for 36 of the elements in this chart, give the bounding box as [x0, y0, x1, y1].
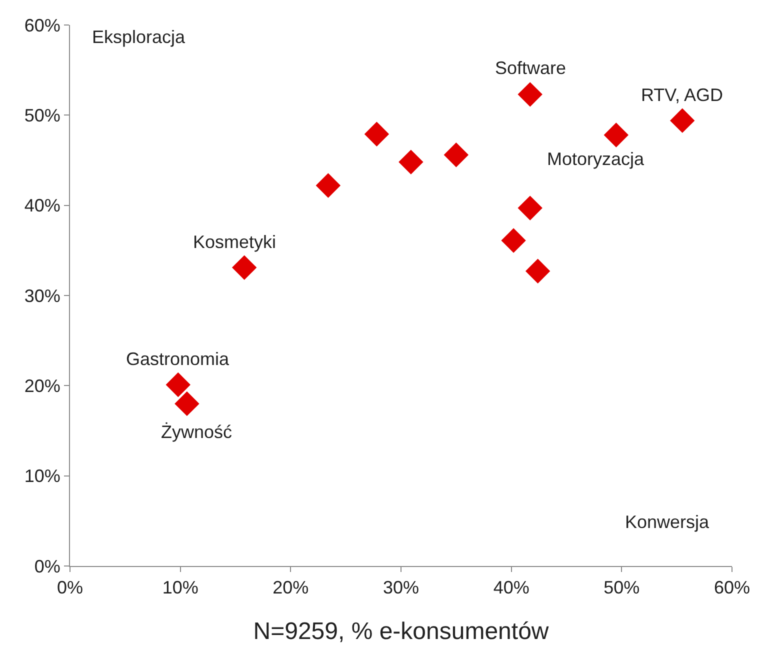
annotation: RTV, AGD	[641, 85, 724, 105]
x-tick-label: 0%	[56, 578, 84, 598]
x-tick-label: 60%	[714, 578, 750, 598]
annotation: Konwersja	[625, 512, 710, 532]
y-tick-label: 60%	[24, 15, 60, 36]
point	[398, 150, 424, 174]
annotation: Motoryzacja	[547, 149, 646, 169]
point	[604, 122, 628, 148]
x-tick-label: 50%	[604, 578, 640, 598]
x-axis-title: N=9259, % e-konsumentów	[253, 618, 550, 645]
y-tick-label: 40%	[24, 196, 60, 216]
point	[316, 173, 341, 198]
point	[174, 391, 200, 416]
point	[364, 122, 390, 146]
point	[232, 255, 257, 280]
annotation: Eksploracja	[92, 27, 186, 47]
y-tick-label: 10%	[24, 466, 60, 486]
annotation: Software	[495, 58, 566, 78]
y-tick-label: 50%	[24, 105, 60, 126]
y-tick-label: 30%	[24, 286, 60, 306]
annotation: Kosmetyki	[193, 232, 276, 252]
x-tick-label: 10%	[162, 578, 198, 598]
point	[166, 372, 190, 398]
x-tick-label: 30%	[382, 578, 420, 598]
point	[525, 258, 550, 284]
point	[518, 82, 542, 107]
annotation: Żywność	[161, 422, 232, 442]
annotation: Gastronomia	[126, 349, 230, 369]
y-tick-label: 0%	[34, 556, 60, 576]
x-tick-label: 40%	[493, 578, 530, 598]
point	[518, 196, 542, 220]
point	[444, 142, 469, 168]
point	[501, 228, 526, 253]
y-tick-label: 20%	[24, 376, 60, 396]
x-tick-label: 20%	[272, 578, 309, 598]
point	[670, 108, 695, 133]
